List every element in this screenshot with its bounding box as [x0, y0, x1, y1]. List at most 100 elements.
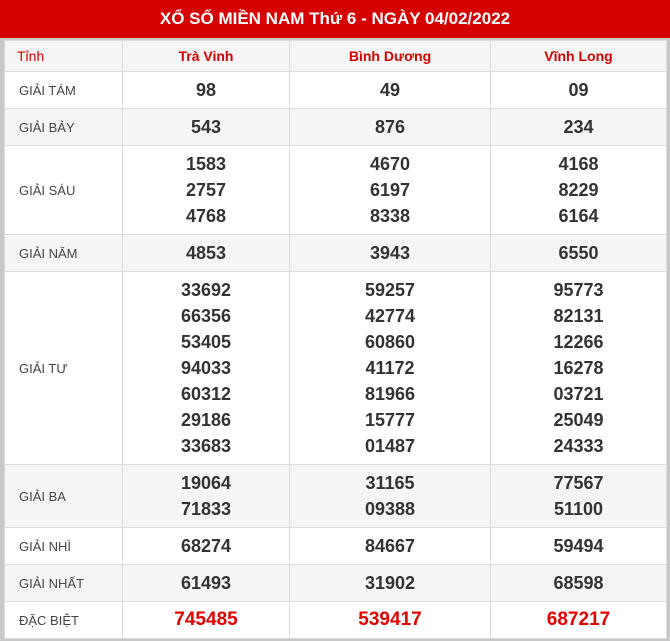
prize-number: 98 — [195, 80, 217, 100]
prize-cell: 59257 42774 60860 41172 81966 15777 01487 — [289, 271, 491, 465]
prize-cell: 68598 — [490, 564, 667, 602]
prize-cell: 543 — [122, 108, 290, 146]
prize-number: 94033 — [180, 358, 232, 378]
prize-number: 1583 — [185, 154, 227, 174]
table-row: GIẢI NHÌ 68274 84667 59494 — [4, 527, 667, 565]
header-province[interactable]: Vĩnh Long — [490, 40, 667, 72]
prize-number: 41172 — [365, 358, 415, 378]
prize-number: 82131 — [553, 306, 604, 326]
page-title: XỔ SỐ MIỀN NAM Thứ 6 - NGÀY 04/02/2022 — [0, 0, 670, 38]
header-province[interactable]: Bình Dương — [289, 40, 491, 72]
prize-number: 33683 — [180, 436, 232, 456]
prize-cell: 4670 6197 8338 — [289, 145, 491, 235]
prize-number: 4670 — [369, 154, 411, 174]
prize-number: 15777 — [364, 410, 416, 430]
special-prize-number: 539417 — [358, 609, 422, 630]
prize-number: 12266 — [553, 332, 604, 352]
prize-cell: 539417 — [289, 601, 491, 639]
prize-number: 68598 — [553, 573, 604, 593]
prize-cell: 95773 82131 12266 16278 03721 25049 24333 — [490, 271, 667, 465]
table-row: GIẢI BA 19064 71833 31165 09388 77567 51100 — [4, 464, 667, 528]
prize-cell: 49 — [289, 71, 491, 109]
prize-label: GIẢI BA — [4, 464, 123, 528]
prize-number: 60860 — [364, 332, 416, 352]
prize-number: 6197 — [369, 180, 411, 200]
prize-number: 03721 — [553, 384, 604, 404]
prize-number: 09 — [568, 80, 589, 100]
prize-cell: 234 — [490, 108, 667, 146]
prize-number: 95773 — [553, 280, 604, 300]
prize-number: 2757 — [185, 180, 227, 200]
prize-number: 6550 — [558, 243, 599, 263]
header-province[interactable]: Trà Vinh — [122, 40, 290, 72]
prize-cell: 745485 — [122, 601, 290, 639]
prize-number: 60312 — [180, 384, 232, 404]
prize-cell: 98 — [122, 71, 290, 109]
header-tinh: Tỉnh — [4, 40, 123, 72]
prize-label: GIẢI NHÌ — [4, 527, 123, 565]
prize-cell: 4853 — [122, 234, 290, 272]
prize-cell: 1583 2757 4768 — [122, 145, 290, 235]
prize-label: GIẢI SÁU — [4, 145, 123, 235]
prize-cell: 3943 — [289, 234, 491, 272]
prize-cell: 31165 09388 — [289, 464, 491, 528]
prize-number: 4768 — [185, 206, 227, 226]
prize-number: 01487 — [364, 436, 416, 456]
prize-number: 84667 — [364, 536, 416, 556]
prize-number: 29186 — [180, 410, 232, 430]
prize-label: GIẢI TÁM — [4, 71, 123, 109]
special-prize-number: 687217 — [546, 609, 611, 630]
prize-number: 8338 — [369, 206, 411, 226]
prize-number: 24333 — [553, 436, 604, 456]
prize-cell: 77567 51100 — [490, 464, 667, 528]
table-row: GIẢI TƯ 33692 66356 53405 94033 60312 29186 336… — [4, 271, 667, 465]
prize-number: 77567 — [553, 473, 604, 493]
results-table: Tỉnh Trà Vinh Bình Dương Vĩnh Long GIẢI … — [4, 40, 667, 639]
prize-number: 51100 — [553, 499, 604, 519]
prize-cell: 84667 — [289, 527, 491, 565]
prize-number: 66356 — [180, 306, 232, 326]
prize-number: 6164 — [558, 206, 599, 226]
prize-number: 59494 — [553, 536, 604, 556]
prize-number: 49 — [379, 80, 401, 100]
prize-number: 61493 — [180, 573, 232, 593]
prize-number: 25049 — [553, 410, 604, 430]
prize-cell: 31902 — [289, 564, 491, 602]
prize-cell: 33692 66356 53405 94033 60312 29186 33683 — [122, 271, 290, 465]
prize-label: ĐẶC BIỆT — [4, 601, 123, 639]
prize-cell: 09 — [490, 71, 667, 109]
table-header-row: Tỉnh Trà Vinh Bình Dương Vĩnh Long — [4, 40, 667, 72]
table-row: GIẢI TÁM 98 49 09 — [4, 71, 667, 109]
prize-number: 234 — [563, 117, 594, 137]
prize-number: 81966 — [364, 384, 416, 404]
prize-cell: 61493 — [122, 564, 290, 602]
prize-number: 33692 — [180, 280, 232, 300]
prize-number: 53405 — [180, 332, 232, 352]
prize-label: GIẢI TƯ — [4, 271, 123, 465]
prize-number: 19064 — [180, 473, 232, 493]
prize-number: 8229 — [558, 180, 599, 200]
prize-label: GIẢI NĂM — [4, 234, 123, 272]
prize-number: 543 — [190, 117, 222, 137]
prize-number: 31902 — [364, 573, 416, 593]
prize-number: 59257 — [364, 280, 416, 300]
prize-number: 31165 — [365, 473, 415, 493]
prize-number: 876 — [374, 117, 406, 137]
prize-cell: 876 — [289, 108, 491, 146]
prize-cell: 59494 — [490, 527, 667, 565]
prize-cell: 68274 — [122, 527, 290, 565]
prize-number: 09388 — [364, 499, 416, 519]
prize-cell: 4168 8229 6164 — [490, 145, 667, 235]
prize-label: GIẢI NHẤT — [4, 564, 123, 602]
prize-label: GIẢI BẢY — [4, 108, 123, 146]
table-row: GIẢI SÁU 1583 2757 4768 4670 6197 8338 4168 8229… — [4, 145, 667, 235]
prize-cell: 6550 — [490, 234, 667, 272]
prize-cell: 19064 71833 — [122, 464, 290, 528]
prize-number: 16278 — [553, 358, 604, 378]
prize-number: 3943 — [369, 243, 411, 263]
prize-number: 4168 — [558, 154, 599, 174]
table-row: GIẢI NĂM 4853 3943 6550 — [4, 234, 667, 272]
results-container: Tỉnh Trà Vinh Bình Dương Vĩnh Long GIẢI … — [0, 38, 670, 641]
table-row: GIẢI NHẤT 61493 31902 68598 — [4, 564, 667, 602]
prize-number: 71833 — [180, 499, 232, 519]
